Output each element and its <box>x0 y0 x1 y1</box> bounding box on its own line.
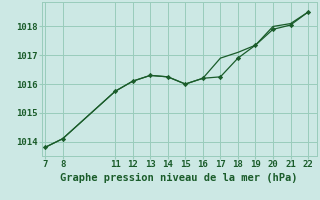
X-axis label: Graphe pression niveau de la mer (hPa): Graphe pression niveau de la mer (hPa) <box>60 173 298 183</box>
